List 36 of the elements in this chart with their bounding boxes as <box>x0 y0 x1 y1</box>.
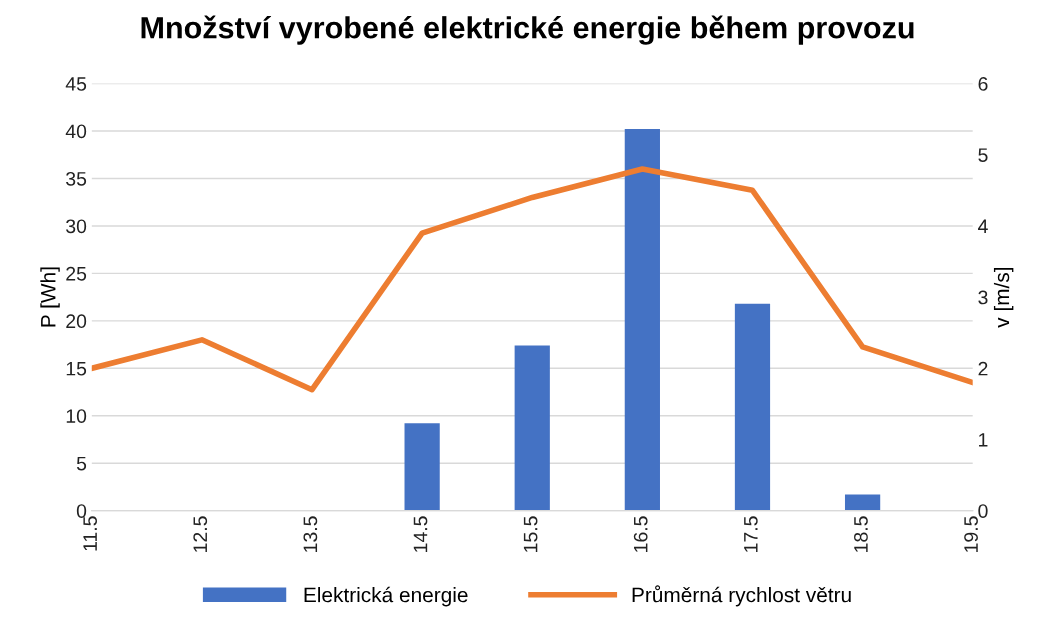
y2-axis-title: v [m/s] <box>993 267 1014 328</box>
bar <box>514 345 550 511</box>
y2-tick-label: 0 <box>978 504 988 518</box>
y-tick-label: 45 <box>65 77 87 91</box>
bar <box>624 129 660 511</box>
chart-title: Množství vyrobené elektrické energie během provozu <box>141 15 914 45</box>
x-tick-label: 13.5 <box>303 516 318 552</box>
x-tick-label: 17.5 <box>744 516 758 552</box>
y-tick-label: 20 <box>66 314 87 329</box>
y-tick-label: 5 <box>76 456 87 471</box>
y-tick-label: 0 <box>76 504 87 518</box>
y-tick-label: 15 <box>66 361 87 376</box>
legend-label: Průměrná rychlost větru <box>632 585 851 607</box>
y-tick-label: 30 <box>66 219 87 234</box>
y2-tick-label: 4 <box>978 219 988 233</box>
legend-label: Elektrická energie <box>304 586 468 607</box>
y2-tick-label: 2 <box>978 361 988 376</box>
y-tick-label: 25 <box>66 266 87 281</box>
bar <box>844 494 881 511</box>
y-tick-label: 40 <box>65 124 87 139</box>
x-tick-label: 16.5 <box>633 516 648 552</box>
y2-tick-label: 6 <box>978 77 988 91</box>
x-tick-label: 11.5 <box>83 516 97 551</box>
y2-tick-label: 3 <box>978 290 988 305</box>
bar <box>734 303 771 511</box>
y-axis-title: P [Wh] <box>40 267 60 327</box>
x-tick-label: 12.5 <box>193 516 208 552</box>
x-tick-label: 14.5 <box>413 516 428 552</box>
y-tick-label: 10 <box>66 409 87 423</box>
y2-tick-label: 5 <box>978 148 988 162</box>
x-tick-label: 19.5 <box>964 516 978 552</box>
y-tick-label: 35 <box>66 171 87 186</box>
bar <box>404 423 440 511</box>
x-tick-label: 15.5 <box>523 516 538 552</box>
y2-tick-label: 1 <box>979 433 988 447</box>
x-tick-label: 18.5 <box>854 516 868 552</box>
